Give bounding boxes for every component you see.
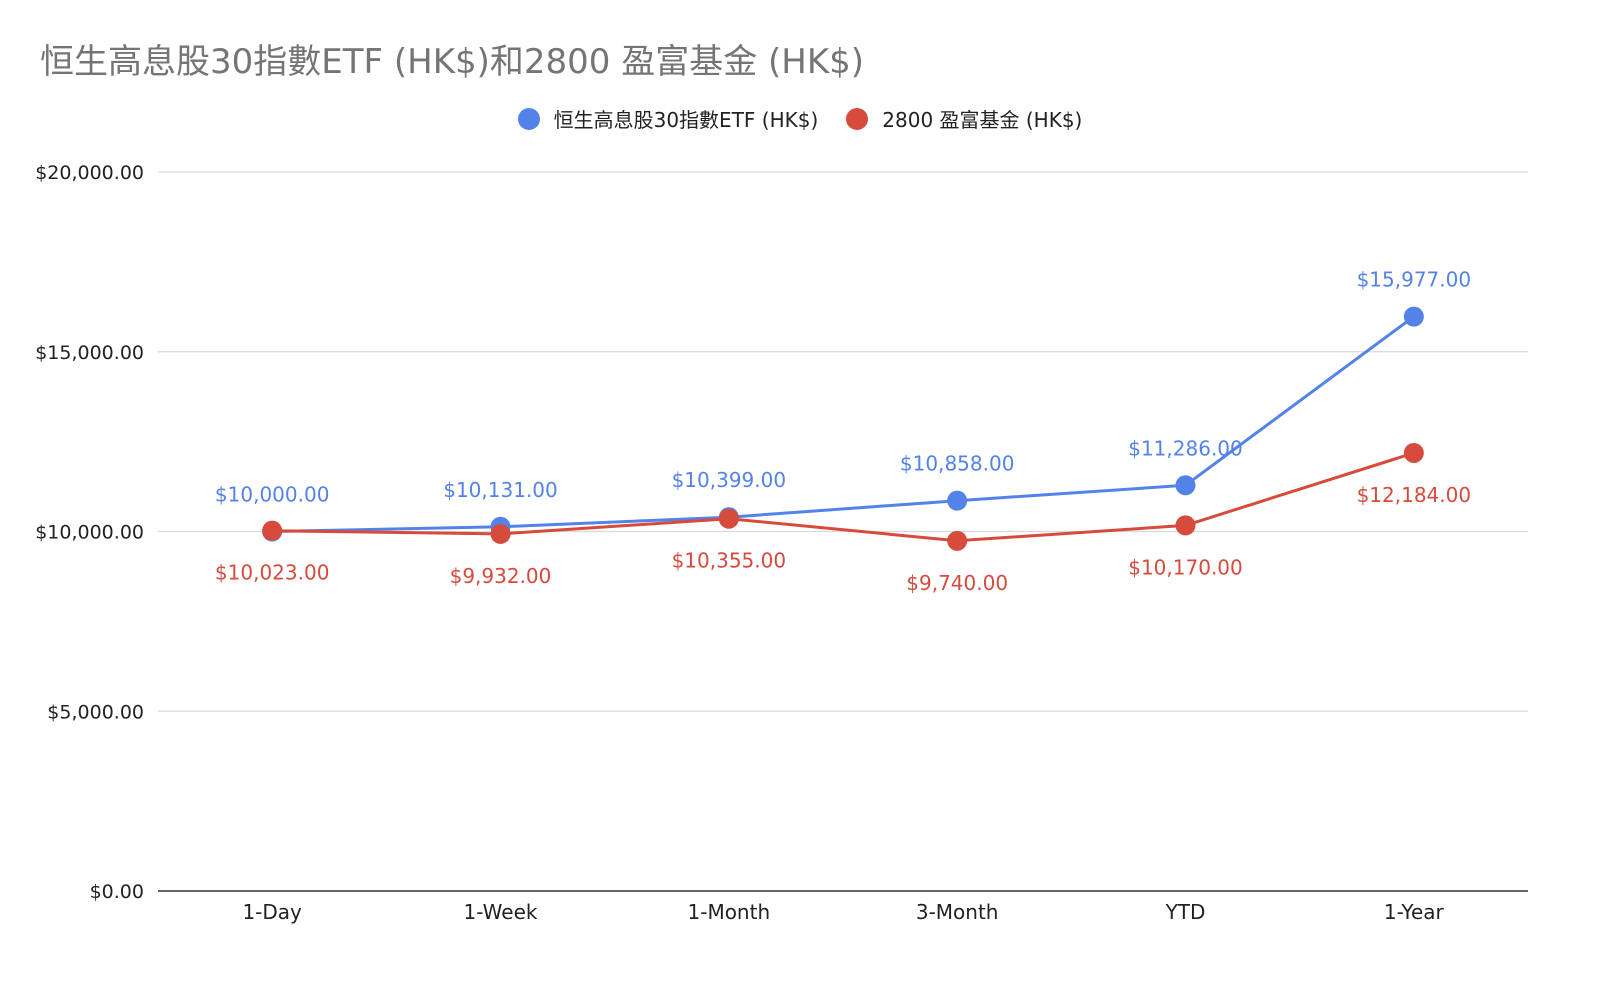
y-tick-label-0: $0.00 (90, 881, 144, 903)
x-tick-label-1-day: 1-Day (242, 900, 302, 924)
x-tick-label-1-month: 1-Month (688, 900, 771, 924)
series-line-1 (270, 451, 1416, 543)
data-label-s0-3: $10,858.00 (900, 452, 1015, 476)
data-label-s1-1: $9,932.00 (450, 564, 552, 588)
y-tick-label-4: $20,000.00 (35, 162, 144, 184)
data-label-s1-3: $9,740.00 (906, 571, 1008, 595)
data-point-s1-5 (1403, 442, 1424, 463)
data-point-s0-5 (1403, 306, 1424, 327)
data-point-s1-4 (1175, 515, 1196, 536)
legend: 恒生高息股30指數ETF (HK$) 2800 盈富基金 (HK$) (0, 104, 1600, 133)
x-tick-label-ytd: YTD (1165, 900, 1206, 924)
x-tick-label-1-year: 1-Year (1384, 900, 1445, 924)
data-label-s0-2: $10,399.00 (672, 468, 787, 492)
data-label-s1-0: $10,023.00 (215, 561, 330, 585)
legend-item-tracker-fund[interactable]: 2800 盈富基金 (HK$) (846, 104, 1082, 133)
data-point-s1-3 (947, 530, 968, 551)
chart-title: 恒生高息股30指數ETF (HK$)和2800 盈富基金 (HK$) (40, 42, 865, 82)
x-tick-label-1-week: 1-Week (464, 900, 538, 924)
data-point-s1-2 (718, 508, 739, 529)
series-line-0 (270, 315, 1416, 533)
data-label-s0-4: $11,286.00 (1128, 436, 1243, 460)
y-tick-label-2: $10,000.00 (35, 522, 144, 544)
x-tick-label-3-month: 3-Month (916, 900, 999, 924)
data-label-s1-2: $10,355.00 (672, 549, 787, 573)
data-label-s0-1: $10,131.00 (443, 478, 558, 502)
data-point-s1-0 (262, 520, 283, 541)
data-label-s1-4: $10,170.00 (1128, 555, 1243, 579)
legend-label-tracker-fund: 2800 盈富基金 (HK$) (882, 108, 1083, 132)
legend-dot-blue (517, 107, 540, 130)
data-label-s0-5: $15,977.00 (1357, 268, 1472, 292)
y-tick-label-3: $15,000.00 (35, 342, 144, 364)
data-label-s1-5: $12,184.00 (1357, 483, 1472, 507)
y-tick-label-1: $5,000.00 (47, 701, 144, 723)
legend-label-hsi-high-dividend: 恒生高息股30指數ETF (HK$) (553, 108, 819, 132)
data-point-s1-1 (490, 523, 511, 544)
data-point-s0-3 (947, 490, 968, 511)
legend-item-hsi-high-dividend[interactable]: 恒生高息股30指數ETF (HK$) (517, 104, 819, 133)
data-label-s0-0: $10,000.00 (215, 483, 330, 507)
data-point-s0-4 (1175, 475, 1196, 496)
legend-dot-red (846, 107, 869, 130)
